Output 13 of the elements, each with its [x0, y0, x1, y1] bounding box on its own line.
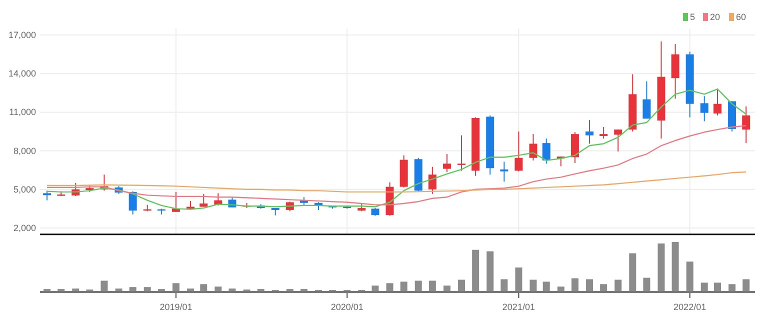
y-tick-label: 14,000	[8, 68, 36, 79]
y-tick-label: 11,000	[9, 107, 36, 118]
legend-label: 20	[710, 12, 720, 22]
x-tick-label: 2020/01	[330, 302, 364, 312]
y-tick-label: 2,000	[13, 222, 36, 233]
x-tick-label: 2022/01	[674, 302, 706, 312]
legend-label: 60	[736, 12, 746, 22]
y-tick-label: 17,000	[8, 30, 36, 40]
x-tick-label: 2021/01	[502, 302, 535, 312]
x-tick-label: 2019/01	[160, 302, 192, 312]
y-tick-label: 5,000	[13, 184, 36, 194]
legend-label: 5	[690, 12, 696, 22]
y-tick-label: 8,000	[13, 146, 36, 156]
